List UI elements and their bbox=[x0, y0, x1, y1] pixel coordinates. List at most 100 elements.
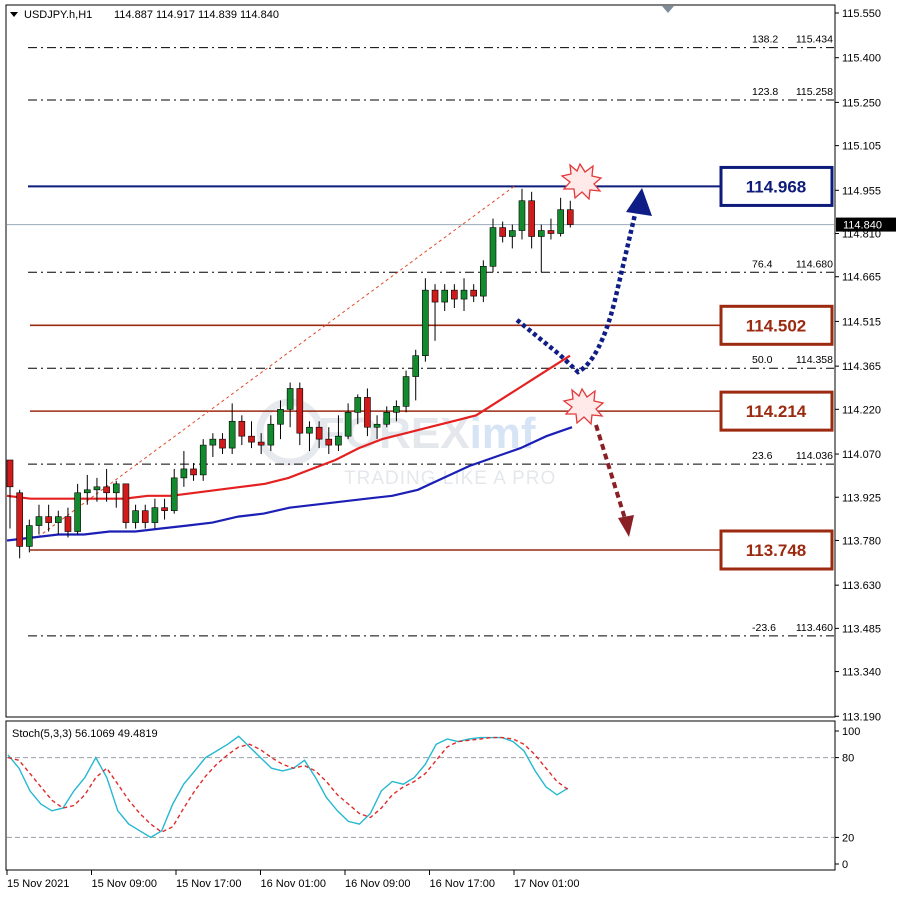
scroll-marker-icon[interactable] bbox=[662, 6, 674, 13]
current-price-tag: 114.840 bbox=[836, 217, 896, 232]
stoch-label: Stoch(5,3,3) 56.1069 49.4819 bbox=[12, 728, 158, 740]
candle-body bbox=[228, 420, 236, 449]
stoch-tick-label: 80 bbox=[842, 753, 854, 765]
candle-body bbox=[441, 289, 449, 303]
fib-ratio-label: 138.2 bbox=[752, 34, 778, 46]
stoch-tick-label: 20 bbox=[842, 832, 854, 844]
price-tick-label: 113.340 bbox=[842, 667, 881, 679]
candle-body bbox=[219, 438, 226, 449]
price-tick-label: 114.365 bbox=[842, 361, 881, 373]
key-level-label: 113.748 bbox=[746, 541, 807, 560]
stoch-tick-label: 0 bbox=[842, 859, 848, 871]
price-axis: 115.550 115.400 115.250 115.105 114.955 114.8… bbox=[835, 8, 881, 723]
candle-body bbox=[296, 388, 304, 434]
candle-body bbox=[74, 492, 81, 532]
time-tick-label: 15 Nov 09:00 bbox=[92, 878, 157, 890]
candle-body bbox=[451, 289, 458, 300]
candle-body bbox=[373, 423, 381, 428]
candle-body bbox=[93, 486, 101, 491]
ohlc-values: 114.887 114.917 114.839 114.840 bbox=[114, 9, 279, 21]
candle-body bbox=[460, 289, 468, 300]
time-tick-label: 16 Nov 17:00 bbox=[430, 878, 495, 890]
candle-body bbox=[209, 438, 217, 446]
price-tick-label: 114.220 bbox=[842, 404, 881, 416]
time-tick-label: 16 Nov 01:00 bbox=[261, 878, 326, 890]
watermark-tagline: TRADING LIKE A PRO bbox=[344, 468, 556, 489]
candle-body bbox=[112, 483, 120, 494]
candle-body bbox=[528, 200, 535, 237]
candle-body bbox=[35, 516, 43, 526]
forecast-arrows bbox=[515, 188, 652, 537]
candle-body bbox=[141, 510, 149, 523]
time-tick-label: 15 Nov 17:00 bbox=[176, 878, 241, 890]
time-tick-label: 15 Nov 2021 bbox=[7, 878, 69, 890]
bearish-forecast-arrow bbox=[594, 424, 628, 523]
fast-ma-line bbox=[6, 354, 571, 500]
key-level-label: 114.502 bbox=[746, 316, 807, 335]
fib-price-label: 114.036 bbox=[796, 450, 833, 462]
slow-ma-line bbox=[6, 426, 573, 542]
price-tick-label: 113.780 bbox=[842, 535, 881, 547]
stoch-k-line bbox=[7, 735, 569, 839]
fib-price-label: 114.358 bbox=[796, 354, 833, 366]
current-price-tag-text: 114.840 bbox=[843, 220, 882, 232]
candle-body bbox=[238, 420, 246, 437]
candle-body bbox=[557, 209, 564, 234]
stochastic-oscillator bbox=[7, 735, 834, 839]
key-level-box bbox=[719, 529, 834, 571]
candle-body bbox=[16, 492, 23, 547]
trend-line bbox=[37, 184, 517, 538]
price-tick-label: 115.400 bbox=[842, 53, 881, 65]
candle-body bbox=[132, 510, 139, 523]
candle-body bbox=[402, 376, 410, 407]
fib-ratio-label: 50.0 bbox=[752, 354, 773, 366]
price-tick-label: 114.665 bbox=[842, 272, 881, 284]
candle-body bbox=[537, 230, 545, 237]
candle-body bbox=[335, 435, 342, 446]
candle-body bbox=[277, 409, 284, 425]
key-level-box bbox=[719, 304, 834, 346]
bullish-forecast-arrow bbox=[515, 209, 639, 375]
candle-body bbox=[518, 200, 526, 231]
stoch-axis: 100 80 20 0 bbox=[835, 726, 860, 871]
candle-body bbox=[566, 209, 574, 225]
candle-body bbox=[354, 397, 362, 413]
stoch-tick-label: 100 bbox=[842, 726, 860, 738]
candle-body bbox=[45, 516, 52, 523]
candle-body bbox=[315, 426, 323, 440]
fib-price-label: 113.460 bbox=[796, 622, 833, 634]
time-tick-label: 16 Nov 09:00 bbox=[345, 878, 410, 890]
candle-body bbox=[190, 468, 197, 476]
candles bbox=[6, 188, 574, 559]
key-level-label: 114.214 bbox=[746, 402, 807, 421]
candle-body bbox=[547, 230, 555, 234]
candle-body bbox=[64, 516, 72, 532]
dropdown-arrow-icon[interactable] bbox=[10, 12, 18, 17]
chart-header[interactable]: USDJPY.h,H1 114.887 114.917 114.839 114.… bbox=[10, 9, 279, 21]
candle-body bbox=[257, 441, 265, 446]
fib-ratio-label: 123.8 bbox=[752, 86, 778, 98]
time-tick-label: 17 Nov 01:00 bbox=[514, 878, 579, 890]
candle-body bbox=[422, 289, 429, 357]
candle-body bbox=[393, 406, 400, 413]
candle-body bbox=[383, 412, 391, 425]
candle-body bbox=[431, 289, 439, 303]
candle-body bbox=[199, 444, 207, 476]
fib-price-label: 114.680 bbox=[796, 258, 833, 270]
price-tick-label: 115.550 bbox=[842, 8, 881, 20]
candle-body bbox=[122, 483, 130, 523]
candle-body bbox=[470, 289, 477, 297]
symbol-label: USDJPY.h,H1 bbox=[24, 9, 92, 21]
candle-body bbox=[170, 477, 178, 511]
watermark: FOREXimf TRADING LIKE A PRO bbox=[256, 398, 556, 489]
bearish-arrowhead-icon bbox=[618, 515, 634, 537]
candle-body bbox=[103, 486, 110, 494]
candle-body bbox=[364, 397, 371, 428]
burst-marker-top-icon bbox=[560, 162, 603, 201]
candle-body bbox=[161, 507, 168, 511]
price-tick-label: 113.925 bbox=[842, 492, 881, 504]
key-levels: 114.968 114.502 114.214 113.748 bbox=[28, 165, 834, 571]
candle-body bbox=[489, 227, 497, 267]
